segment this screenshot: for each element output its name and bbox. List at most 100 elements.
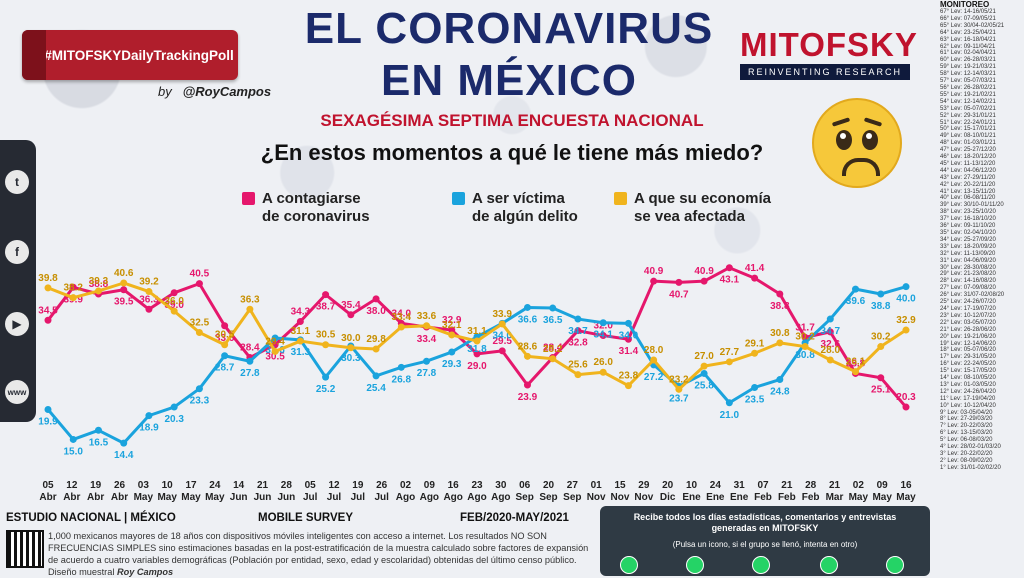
hashtag-badge[interactable]: #MITOFSKYDailyTrackingPoll bbox=[22, 30, 238, 80]
data-label: 38.2 bbox=[64, 283, 84, 294]
data-label: 23.7 bbox=[669, 393, 689, 404]
data-label: 29.0 bbox=[467, 361, 487, 372]
data-label: 32.6 bbox=[821, 339, 841, 350]
data-label: 36.5 bbox=[543, 315, 563, 326]
data-label: 20.3 bbox=[164, 414, 184, 425]
monitoring-row: 5° Lev: 06-08/03/20 bbox=[940, 437, 993, 444]
data-label: 25.4 bbox=[366, 383, 386, 394]
data-point bbox=[120, 439, 128, 447]
data-point bbox=[624, 335, 632, 343]
monitoring-row: 41° Lev: 13-15/11/20 bbox=[940, 188, 996, 195]
hashtag-text: #MITOFSKYDailyTrackingPoll bbox=[44, 47, 234, 63]
data-point bbox=[877, 290, 885, 298]
data-point bbox=[44, 284, 52, 292]
twitter-icon[interactable]: t bbox=[5, 170, 29, 194]
data-label: 16.5 bbox=[89, 437, 109, 448]
data-label: 25.8 bbox=[846, 358, 866, 369]
data-label: 20.3 bbox=[896, 392, 916, 403]
data-label: 40.0 bbox=[896, 294, 916, 305]
data-label: 40.6 bbox=[114, 268, 134, 279]
data-label: 34.3 bbox=[291, 307, 311, 318]
data-label: 28.0 bbox=[821, 345, 841, 356]
monitoring-row: 8° Lev: 27-29/03/20 bbox=[940, 416, 993, 423]
x-tick-month: Jun bbox=[254, 492, 272, 503]
monitoring-row: 12° Lev: 24-26/04/20 bbox=[940, 388, 996, 395]
data-point bbox=[675, 278, 683, 286]
facebook-icon[interactable]: f bbox=[5, 240, 29, 264]
data-point bbox=[69, 435, 77, 443]
data-point bbox=[852, 285, 860, 293]
data-label: 33.9 bbox=[493, 309, 513, 320]
data-point bbox=[801, 343, 809, 351]
line-chart: 05Abr12Abr19Abr26Abr03May10May17May24May… bbox=[38, 263, 916, 503]
data-point bbox=[423, 357, 431, 365]
by-text: by bbox=[158, 84, 172, 99]
x-tick-month: May bbox=[896, 492, 916, 503]
x-tick-day: 23 bbox=[471, 480, 483, 491]
data-point bbox=[221, 352, 229, 360]
web-icon[interactable]: www bbox=[5, 380, 29, 404]
x-tick-month: Abr bbox=[39, 492, 56, 503]
monitoring-row: 23° Lev: 10-12/07/20 bbox=[940, 312, 996, 319]
x-tick-day: 28 bbox=[805, 480, 817, 491]
monitoring-row: 24° Lev: 17-19/07/20 bbox=[940, 305, 996, 312]
youtube-icon[interactable]: ▶ bbox=[5, 312, 29, 336]
data-label: 32.9 bbox=[442, 315, 462, 326]
whatsapp-icon[interactable] bbox=[886, 556, 904, 574]
x-tick-day: 31 bbox=[734, 480, 746, 491]
monitoring-list: MONITOREO 67° Lev: 14-16/05/21 66° Lev: 0… bbox=[940, 0, 1024, 530]
data-label: 28.2 bbox=[543, 344, 563, 355]
legend-label-line2: de algún delito bbox=[472, 208, 578, 225]
x-tick-month: May bbox=[205, 492, 225, 503]
data-label: 40.9 bbox=[644, 266, 664, 277]
data-point bbox=[397, 323, 405, 331]
brand-tagline: REINVENTING RESEARCH bbox=[740, 64, 910, 80]
data-point bbox=[675, 385, 683, 393]
data-label: 27.8 bbox=[240, 368, 260, 379]
data-label: 40.7 bbox=[669, 289, 689, 300]
whatsapp-icon[interactable] bbox=[620, 556, 638, 574]
whatsapp-icon[interactable] bbox=[820, 556, 838, 574]
data-point bbox=[347, 344, 355, 352]
data-point bbox=[473, 350, 481, 358]
monitoring-row: 4° Lev: 28/02-01/03/20 bbox=[940, 444, 1001, 451]
data-point bbox=[574, 315, 582, 323]
footer-survey: MOBILE SURVEY bbox=[258, 512, 353, 524]
data-label: 26.0 bbox=[593, 357, 613, 368]
data-label: 31.3 bbox=[291, 347, 311, 358]
whatsapp-icon[interactable] bbox=[752, 556, 770, 574]
data-label: 27.0 bbox=[694, 351, 714, 362]
x-tick-day: 26 bbox=[376, 480, 388, 491]
x-tick-day: 07 bbox=[757, 480, 769, 491]
x-tick-day: 21 bbox=[257, 480, 269, 491]
monitoring-row: 63° Lev: 16-18/04/21 bbox=[940, 36, 996, 43]
monitoring-row: 45° Lev: 11-13/12/20 bbox=[940, 160, 996, 167]
whatsapp-icon[interactable] bbox=[686, 556, 704, 574]
data-point bbox=[473, 337, 481, 345]
legend-item-economia: A que su economía se vea afectada bbox=[614, 190, 771, 226]
data-label: 23.3 bbox=[190, 396, 210, 407]
monitoring-row: 46° Lev: 18-20/12/20 bbox=[940, 154, 996, 161]
data-label: 24.8 bbox=[770, 387, 790, 398]
brand-name: MITOFSKY bbox=[740, 26, 918, 63]
data-label: 25.2 bbox=[316, 384, 336, 395]
monitoring-row: 22° Lev: 03-05/07/20 bbox=[940, 319, 996, 326]
monitoring-row: 31° Lev: 04-06/09/20 bbox=[940, 257, 996, 264]
data-label: 30.8 bbox=[795, 350, 815, 361]
data-label: 27.8 bbox=[417, 368, 437, 379]
data-point bbox=[751, 384, 759, 391]
x-tick-day: 16 bbox=[900, 480, 912, 491]
x-tick-day: 21 bbox=[781, 480, 793, 491]
data-label: 36.3 bbox=[240, 294, 260, 305]
monitoring-row: 51° Lev: 22-24/01/21 bbox=[940, 119, 996, 126]
whatsapp-text: Recibe todos los días estadísticas, come… bbox=[600, 512, 930, 534]
x-tick-month: Abr bbox=[111, 492, 128, 503]
x-tick-day: 24 bbox=[209, 480, 221, 491]
x-tick-day: 03 bbox=[138, 480, 150, 491]
x-tick-day: 09 bbox=[877, 480, 889, 491]
data-label: 38.8 bbox=[89, 279, 109, 290]
data-point bbox=[44, 406, 52, 413]
data-point bbox=[296, 337, 304, 345]
qr-code-icon[interactable] bbox=[6, 530, 44, 568]
data-point bbox=[902, 283, 910, 291]
